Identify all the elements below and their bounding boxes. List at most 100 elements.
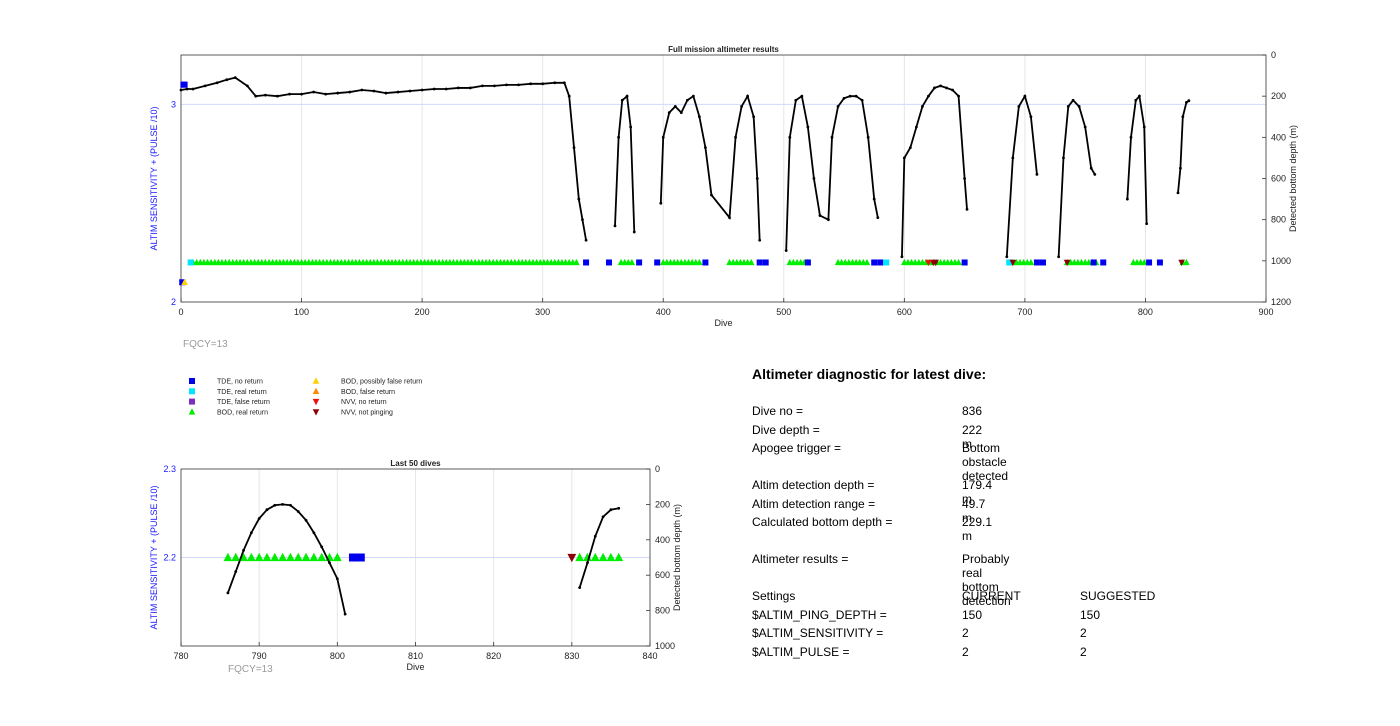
full-mission-depth-point: [432, 87, 436, 91]
full-mission-depth-point: [567, 94, 571, 98]
last-50-depth-point: [601, 515, 605, 519]
last-50-marker-triangle-up: [293, 552, 303, 562]
last-50-depth-point: [273, 503, 277, 507]
last-50-marker-triangle-up: [223, 552, 233, 562]
full-mission-depth-point: [758, 238, 762, 242]
diag-value: 49.7 m: [962, 496, 986, 525]
full-mission-depth-point: [800, 94, 804, 98]
last-50-marker-triangle-up: [270, 552, 280, 562]
legend-marker-square: [189, 378, 195, 384]
full-mission-depth-point: [685, 98, 689, 102]
full-mission-depth-point: [784, 249, 788, 252]
full-mission-marker-square: [583, 259, 590, 266]
full-mission-depth-point: [872, 197, 876, 201]
full-mission-depth-line: [1005, 93, 1038, 257]
full-mission-y-left-tick-label: 2: [171, 297, 176, 307]
legend-marker-triangle-up: [312, 387, 320, 394]
full-mission-depth-point: [818, 214, 822, 217]
full-mission-depth-point: [957, 94, 960, 98]
full-mission-depth-point: [860, 98, 864, 102]
full-mission-depth-line: [1126, 94, 1148, 224]
full-mission-depth-point: [1093, 172, 1097, 176]
full-mission-depth-point: [384, 91, 388, 95]
full-mission-x-tick-label: 600: [897, 307, 912, 317]
diag-row-dive-depth: Dive depth = 222 m: [752, 423, 986, 451]
last-50-marker-triangle-up: [614, 552, 624, 562]
last-50-y-right-axis-label: Detected bottom depth (m): [672, 504, 682, 611]
full-mission-depth-point: [620, 98, 624, 102]
legend-label: TDE, false return: [217, 399, 270, 406]
full-mission-x-tick-label: 700: [1017, 307, 1032, 317]
last-50-depth-point: [249, 531, 253, 535]
last-50-marker-triangle-up: [598, 552, 608, 562]
full-mission-depth-point: [1181, 115, 1185, 119]
full-mission-depth-line: [901, 84, 968, 257]
last-50-depth-point: [226, 591, 230, 595]
full-mission-x-tick-label: 900: [1258, 307, 1273, 317]
last-50-y-right-tick-label: 1000: [655, 641, 675, 651]
setting-label: $ALTIM_SENSITIVITY =: [752, 626, 884, 640]
full-mission-depth-point: [468, 86, 472, 90]
full-mission-depth-point: [312, 90, 316, 94]
legend-marker-triangle-up: [188, 408, 196, 415]
full-mission-depth-point: [1145, 222, 1149, 226]
last-50-x-tick-label: 830: [564, 651, 579, 661]
diag-label: Altimeter results =: [752, 552, 849, 566]
full-mission-depth-point: [1179, 166, 1182, 170]
legend-label: BOD, false return: [341, 389, 395, 396]
last-50-depth-point: [312, 531, 316, 535]
full-mission-depth-point: [746, 94, 750, 98]
full-mission-marker-square: [1100, 259, 1107, 266]
full-mission-depth-point: [1023, 94, 1027, 98]
full-mission-depth-point: [659, 201, 663, 205]
full-mission-depth-point: [945, 86, 948, 90]
full-mission-depth-point: [529, 82, 533, 86]
last-50-marker-triangle-up: [317, 552, 327, 562]
full-mission-marker-triangle-up: [747, 258, 755, 266]
full-mission-marker-square: [1006, 259, 1013, 266]
full-mission-x-tick-label: 0: [178, 307, 183, 317]
full-mission-depth-point: [963, 177, 967, 180]
diag-row-dive-no: Dive no = 836: [752, 404, 986, 423]
last-50-marker-square: [348, 553, 357, 562]
full-mission-depth-point: [1129, 135, 1133, 139]
full-mission-depth-point: [360, 88, 364, 92]
last-50-x-tick-label: 790: [252, 651, 267, 661]
full-mission-depth-point: [625, 94, 629, 98]
diag-row-detection-depth: Altim detection depth = 179.4 m: [752, 478, 992, 506]
full-mission-depth-point: [480, 84, 484, 88]
diag-label: Apogee trigger =: [752, 441, 842, 455]
last-50-chart: 780 790 800 810 820 830 840 2.2 2.3 0 200 400 600 800…: [149, 459, 682, 675]
full-mission-y-right-tick-label: 400: [1271, 132, 1286, 142]
full-mission-depth-point: [951, 88, 954, 92]
last-50-marker-triangle-up: [286, 552, 295, 562]
full-mission-depth-point: [288, 92, 291, 96]
diag-row-result: Altimeter results = Probably real bottom…: [752, 552, 1011, 608]
full-mission-depth-point: [914, 125, 918, 129]
full-mission-marker-square: [877, 259, 884, 266]
full-mission-depth-point: [215, 81, 219, 85]
full-mission-x-tick-label: 200: [415, 307, 430, 317]
legend-marker-triangle-up: [312, 377, 320, 384]
last-50-x-tick-label: 810: [408, 651, 423, 661]
setting-current: 2: [962, 626, 969, 640]
full-mission-depth-point: [806, 125, 810, 129]
setting-row-pulse: $ALTIM_PULSE = 2 2: [752, 645, 1087, 664]
last-50-marker-triangle-up: [606, 552, 616, 562]
diag-label: Dive no =: [752, 404, 804, 418]
last-50-marker-triangle-up: [332, 552, 342, 562]
full-mission-depth-point: [679, 111, 683, 115]
full-mission-depth-point: [794, 98, 798, 102]
full-mission-x-tick-label: 800: [1138, 307, 1153, 317]
full-mission-depth-point: [572, 146, 576, 150]
full-mission-marker-triangle-down: [1009, 259, 1017, 267]
diag-value: 222 m: [962, 422, 983, 451]
full-mission-depth-point: [902, 156, 906, 160]
last-50-depth-point: [320, 545, 324, 549]
last-50-y-left-tick-label: 2.3: [163, 464, 176, 474]
full-mission-x-tick-label: 100: [294, 307, 309, 317]
legend-label: TDE, no return: [217, 379, 263, 386]
full-mission-depth-point: [372, 89, 376, 93]
settings-suggested-header: SUGGESTED: [1080, 589, 1156, 603]
